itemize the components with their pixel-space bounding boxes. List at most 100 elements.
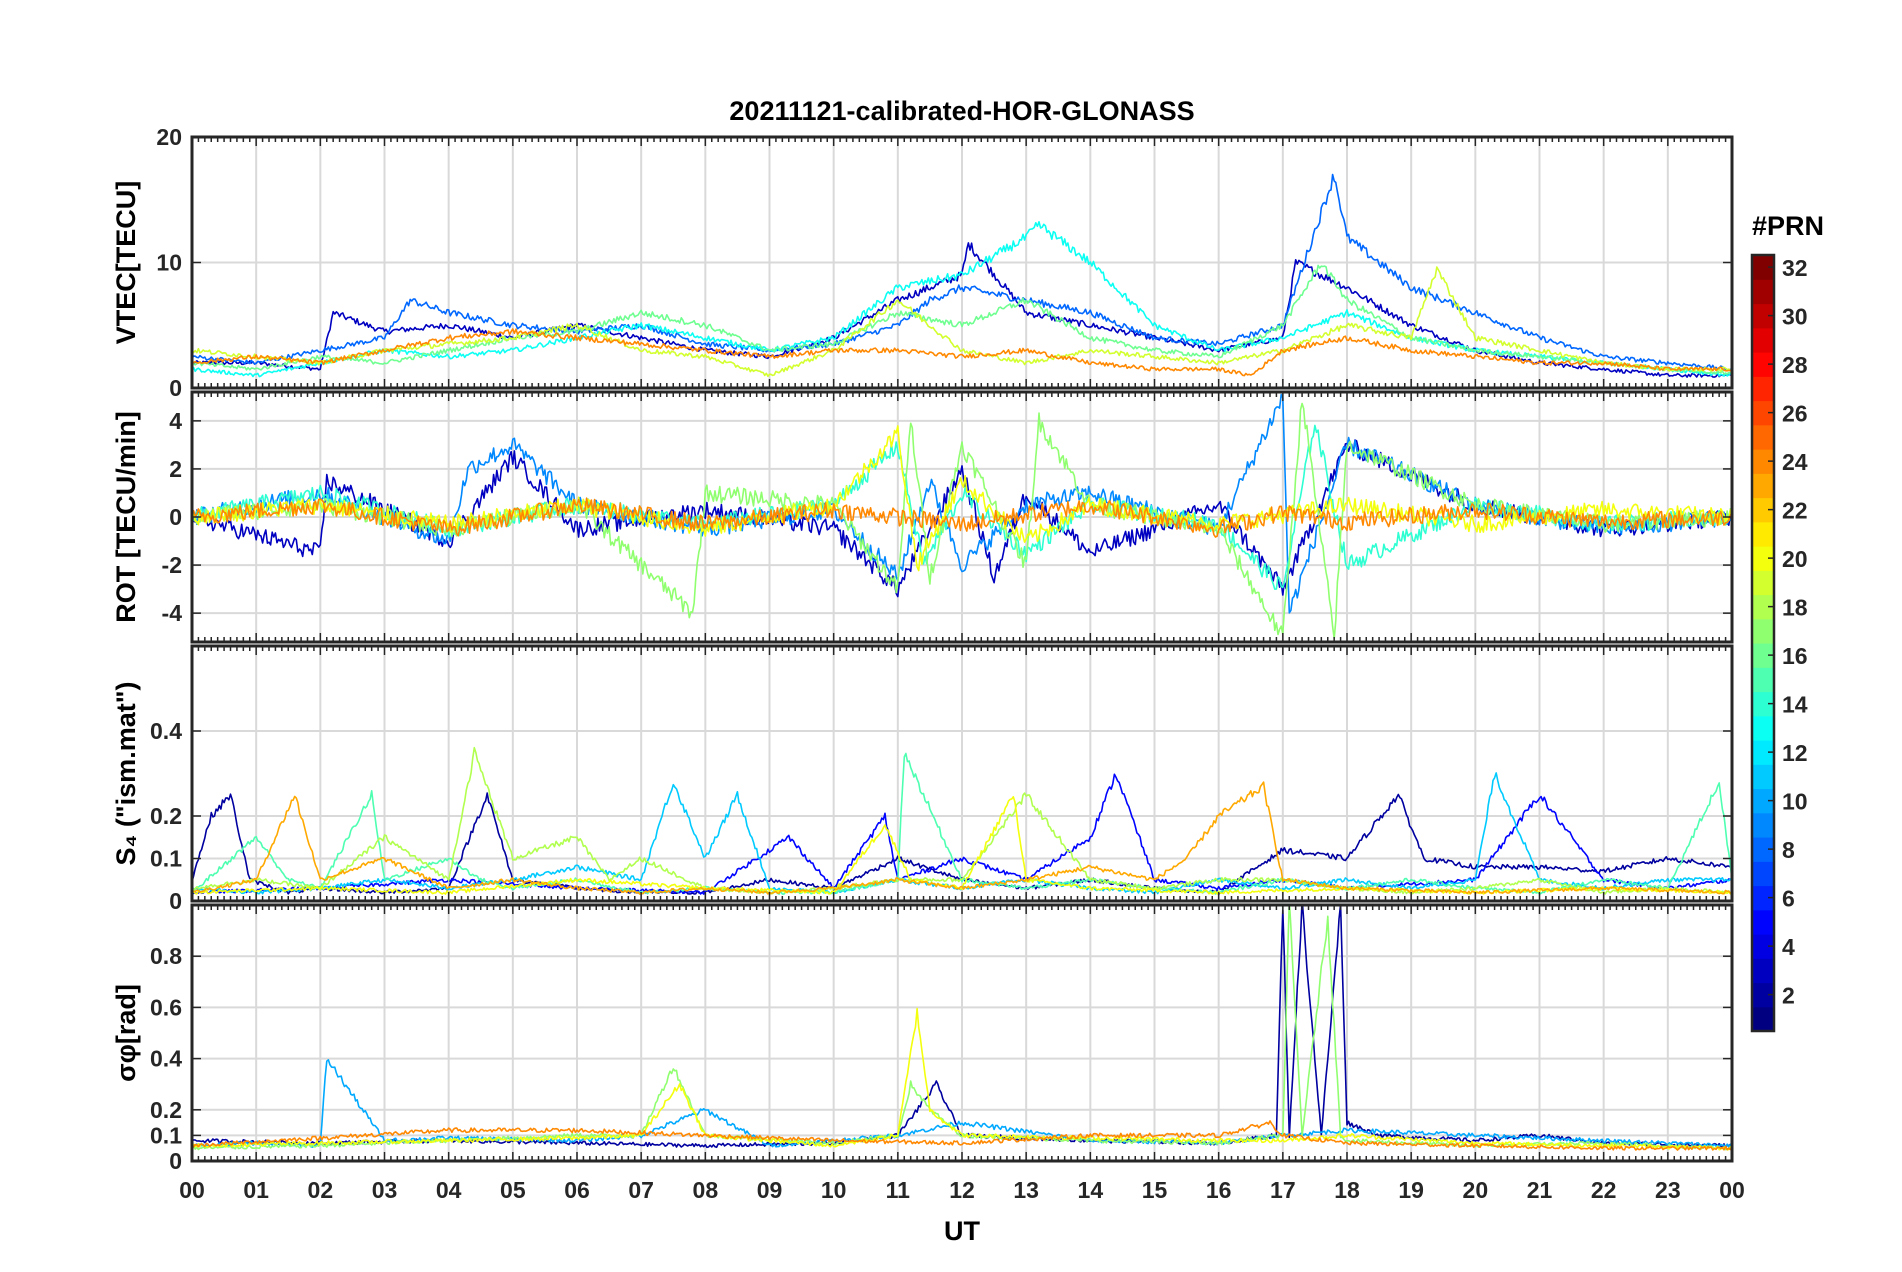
series-prn-19 — [192, 266, 1732, 378]
colorbar-tick-label: 30 — [1782, 304, 1808, 330]
y-axis-label: S₄ ("ism.mat") — [111, 681, 141, 865]
y-tick-label: 0 — [169, 375, 182, 401]
y-tick-label: 4 — [169, 408, 182, 434]
colorbar-swatch — [1752, 424, 1774, 450]
colorbar-tick-label: 16 — [1782, 643, 1808, 669]
colorbar-swatch — [1752, 812, 1774, 838]
colorbar-swatch — [1752, 934, 1774, 959]
x-tick-label: 08 — [693, 1177, 719, 1203]
colorbar-swatch — [1752, 473, 1774, 499]
colorbar-swatch — [1752, 885, 1774, 911]
subplot-rot: -4 -2 0 2 4 ROT [TECU/min] — [111, 390, 1734, 644]
colorbar-tick-label: 4 — [1782, 934, 1795, 960]
colorbar-swatch — [1752, 715, 1774, 741]
x-tick-label: 03 — [372, 1177, 398, 1203]
x-tick-label: 19 — [1398, 1177, 1424, 1203]
x-tick-label: 01 — [243, 1177, 269, 1203]
colorbar-swatch — [1752, 449, 1774, 474]
y-tick-label: 0.2 — [150, 803, 182, 829]
series-prn-16 — [192, 264, 1732, 375]
colorbar-swatch — [1752, 982, 1774, 1008]
colorbar-tick-label: 8 — [1782, 837, 1795, 863]
subplot-s4: 0 0.1 0.2 0.4 S₄ ("ism.mat") — [111, 644, 1734, 914]
y-tick-label: -4 — [162, 600, 183, 626]
x-tick-label: 11 — [886, 1177, 911, 1203]
colorbar-swatch — [1752, 788, 1774, 814]
chart-title: 20211121-calibrated-HOR-GLONASS — [729, 96, 1194, 126]
y-tick-label: -2 — [162, 552, 182, 578]
x-tick-label: 18 — [1334, 1177, 1360, 1203]
x-tick-label: 05 — [500, 1177, 526, 1203]
colorbar-tick-label: 24 — [1782, 449, 1808, 475]
colorbar-swatch — [1752, 909, 1774, 935]
y-tick-label: 2 — [169, 456, 182, 482]
colorbar-swatch — [1752, 400, 1774, 426]
colorbar-swatch — [1752, 352, 1774, 377]
colorbar-swatch — [1752, 837, 1774, 862]
y-axis-label: σφ[rad] — [111, 984, 141, 1082]
x-tick-label: 07 — [628, 1177, 654, 1203]
colorbar-swatch — [1752, 1006, 1774, 1032]
y-tick-label: 0.1 — [150, 1122, 182, 1148]
x-tick-label: 22 — [1591, 1177, 1617, 1203]
colorbar-tick-label: 2 — [1782, 983, 1795, 1009]
series-group — [192, 905, 1732, 1151]
series-prn-8 — [192, 173, 1732, 371]
colorbar-swatch — [1752, 255, 1774, 280]
colorbar-swatch — [1752, 764, 1774, 790]
x-tick-label: 15 — [1142, 1177, 1168, 1203]
series-prn-24 — [192, 328, 1732, 377]
subplot-sigma_phi: 00.10.2 0.4 0.6 0.8 σφ[rad] — [111, 903, 1734, 1174]
colorbar-tick-label: 10 — [1782, 789, 1808, 815]
colorbar-swatch — [1752, 594, 1774, 620]
x-tick-label: 20 — [1463, 1177, 1489, 1203]
y-tick-label: 0 — [169, 888, 182, 914]
x-tick-label: 06 — [564, 1177, 590, 1203]
colorbar-swatch — [1752, 958, 1774, 984]
ticks: 0 0.1 0.2 0.4 — [150, 646, 1733, 914]
colorbar-swatch — [1752, 570, 1774, 596]
x-tick-label: 12 — [949, 1177, 975, 1203]
y-axis-label: ROT [TECU/min] — [111, 411, 141, 622]
colorbar-tick-label: 22 — [1782, 498, 1808, 524]
y-tick-label: 0 — [169, 1148, 182, 1174]
x-tick-label: 23 — [1655, 1177, 1681, 1203]
colorbar-tick-label: 12 — [1782, 740, 1808, 766]
x-axis: 00 01 02 03 04 05 06 07 08 09 10 11 12 13 14 15 16 17 18 19… — [179, 1177, 1745, 1203]
colorbar-swatch — [1752, 667, 1774, 693]
y-tick-label: 0.1 — [150, 846, 182, 872]
colorbar-swatch — [1752, 740, 1774, 765]
colorbar-swatch — [1752, 618, 1774, 644]
colorbar-swatch — [1752, 546, 1774, 571]
subplot-vtec: 0 10 20 VTEC[TECU] — [111, 124, 1734, 401]
y-tick-label: 0.8 — [150, 943, 182, 969]
colorbar-swatch — [1752, 279, 1774, 305]
y-tick-label: 0.4 — [150, 718, 182, 744]
colorbar-swatch — [1752, 861, 1774, 887]
ticks: -4 -2 0 2 4 — [162, 392, 1733, 642]
colorbar-swatch — [1752, 327, 1774, 353]
colorbar-swatch — [1752, 303, 1774, 329]
x-tick-label: 00 — [1719, 1177, 1745, 1203]
series-prn-20 — [192, 425, 1732, 572]
colorbar-tick-label: 14 — [1782, 692, 1808, 718]
colorbar-swatch — [1752, 497, 1774, 523]
y-tick-label: 0.6 — [150, 994, 182, 1020]
ticks: 0 10 20 — [156, 124, 1733, 401]
colorbar-swatch — [1752, 691, 1774, 717]
colorbar-tick-label: 28 — [1782, 352, 1808, 378]
x-tick-label: 17 — [1270, 1177, 1296, 1203]
colorbar-swatch — [1752, 521, 1774, 547]
x-tick-label: 04 — [436, 1177, 462, 1203]
colorbar-swatch — [1752, 376, 1774, 402]
colorbar-tick-label: 26 — [1782, 401, 1808, 427]
ticks: 00.10.2 0.4 0.6 0.8 — [150, 905, 1733, 1174]
colorbar-swatch — [1752, 643, 1774, 668]
y-tick-label: 0.2 — [150, 1097, 182, 1123]
series-prn-24 — [192, 497, 1732, 538]
y-tick-label: 0 — [169, 504, 182, 530]
series-prn-18 — [192, 746, 1732, 895]
